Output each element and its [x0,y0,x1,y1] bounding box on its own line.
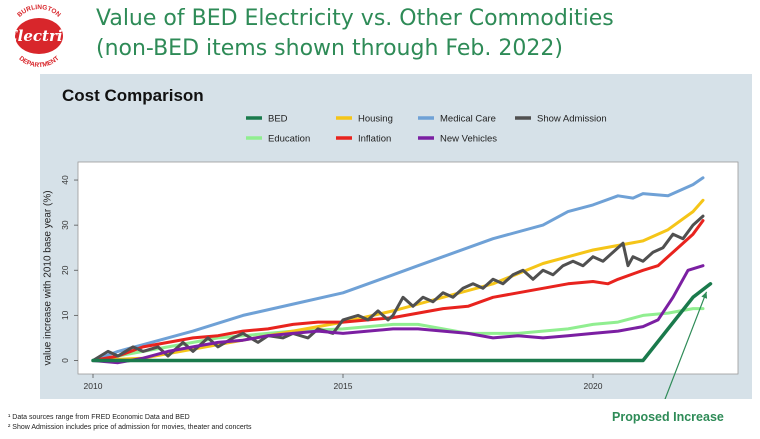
chart-legend: BED Housing Medical Care Show Admission Educ… [246,114,607,145]
svg-text:DEPARTMENT: DEPARTMENT [17,55,60,68]
slide-title: Value of BED Electricity vs. Other Commo… [96,4,746,64]
chart-axes: 0 10 20 30 40 2010 2015 2020 [60,175,602,391]
logo-graphic: Electric BURLINGTON DEPARTMENT [5,4,71,69]
legend-label-new-vehicles: New Vehicles [440,134,497,145]
proposed-increase-label: Proposed Increase [612,410,724,424]
legend-label-bed: BED [268,114,288,125]
legend-label-show-admission: Show Admission [537,114,607,125]
series-line-bed [91,282,713,363]
slide-title-line2: (non-BED items shown through Feb. 2022) [96,36,563,61]
legend-label-medical-care: Medical Care [440,114,496,125]
y-tick-label-10: 10 [60,310,70,320]
slide-title-line1: Value of BED Electricity vs. Other Commo… [96,6,614,31]
logo-bottom-text: DEPARTMENT [17,55,60,69]
y-tick-label-0: 0 [60,358,70,363]
arrow-shaft [664,291,708,399]
y-axis-label: value increase with 2010 base year (%) [43,190,54,365]
proposed-increase-arrow [664,291,708,399]
x-tick-label-2020: 2020 [584,381,603,391]
y-tick-label-30: 30 [60,220,70,230]
svg-text:BURLINGTON: BURLINGTON [16,4,62,19]
series-line-medical-care [91,176,705,362]
footnote-2: ² Show Admission includes price of admis… [8,423,252,431]
legend-label-education: Education [268,134,310,145]
legend-label-inflation: Inflation [358,134,391,145]
footnote-1: ¹ Data sources range from FRED Economic … [8,414,190,421]
y-tick-label-40: 40 [60,175,70,185]
logo-main-text: Electric [5,27,71,45]
series-line-housing [91,198,705,362]
burlington-electric-logo: Electric BURLINGTON DEPARTMENT [4,2,74,69]
arrow-head [701,291,708,299]
x-tick-label-2015: 2015 [334,381,353,391]
chart-series [91,176,713,365]
logo-top-text: BURLINGTON [16,4,62,19]
series-line-inflation [91,219,705,362]
x-tick-label-2010: 2010 [84,381,103,391]
footnotes: ¹ Data sources range from FRED Economic … [8,413,252,432]
y-tick-label-20: 20 [60,265,70,275]
cost-comparison-chart: Cost Comparison BED Housing Medical Care Sh… [43,86,739,399]
legend-label-housing: Housing [358,114,393,125]
chart-title: Cost Comparison [62,86,204,105]
series-line-new-vehicles [91,264,705,365]
chart-panel: Cost Comparison BED Housing Medical Care Sh… [40,74,752,399]
